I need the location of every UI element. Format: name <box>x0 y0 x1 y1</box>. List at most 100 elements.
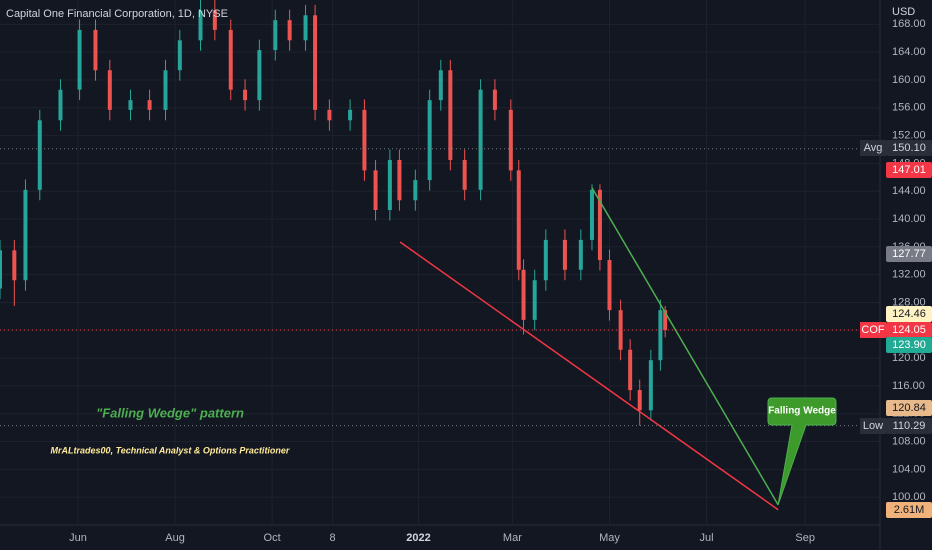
candle-body <box>0 250 2 289</box>
candle-body <box>327 109 332 121</box>
callout-label: Falling Wedge <box>768 406 836 417</box>
candle-body <box>163 70 168 110</box>
grid <box>0 0 880 525</box>
candle-body <box>257 50 262 101</box>
y-tick-label: 168.00 <box>892 18 926 30</box>
price-badge <box>886 400 932 416</box>
y-tick-label: 164.00 <box>892 46 926 58</box>
candle-body <box>147 100 152 110</box>
candle-body <box>508 109 513 171</box>
y-tick-label: 140.00 <box>892 213 926 225</box>
price-badge-label: 2.61M <box>894 504 925 516</box>
y-tick-label: 100.00 <box>892 491 926 503</box>
x-tick-label: 2022 <box>406 532 430 544</box>
candle-body <box>532 280 537 320</box>
x-tick-label: Mar <box>503 532 522 544</box>
y-tick-label: 116.00 <box>892 380 925 392</box>
author-label: MrALtrades00, Technical Analyst & Option… <box>51 445 290 455</box>
y-tick-label: 144.00 <box>892 185 926 197</box>
candle-body <box>462 159 467 190</box>
x-tick-label: Aug <box>165 532 185 544</box>
y-tick-label: 108.00 <box>892 435 926 447</box>
callout-box <box>767 397 837 506</box>
candle-body <box>93 29 98 71</box>
candle-body <box>658 310 663 361</box>
candle-body <box>637 390 642 411</box>
y-tick-label: 160.00 <box>892 74 926 86</box>
price-tag: Avg <box>864 142 883 154</box>
candle-body <box>177 40 182 71</box>
price-badge <box>886 337 932 353</box>
price-badge <box>886 502 932 518</box>
candle-body <box>58 89 63 121</box>
x-tick-label: May <box>599 532 620 544</box>
x-tick-label: Jun <box>69 532 87 544</box>
price-badge-label: 120.84 <box>892 402 926 414</box>
candle-body <box>516 170 521 270</box>
price-tag-box <box>860 418 886 434</box>
candle-body <box>243 89 248 101</box>
candle-body <box>438 70 443 101</box>
chart-title: Capital One Financial Corporation, 1D, N… <box>6 8 228 20</box>
price-badge-label: 150.10 <box>892 142 926 154</box>
candle-body <box>648 360 653 411</box>
candle-body <box>303 15 308 41</box>
x-tick-label: Jul <box>700 532 714 544</box>
candle-body <box>478 89 483 190</box>
price-badge <box>886 322 932 338</box>
candle-body <box>373 170 378 210</box>
price-badge-label: 123.90 <box>892 339 926 351</box>
candle-body <box>413 180 418 201</box>
price-tag-box <box>860 322 886 338</box>
y-tick-label: 104.00 <box>892 463 926 475</box>
candle-body <box>492 89 497 110</box>
candle-body <box>607 260 612 311</box>
candle-body <box>387 159 392 210</box>
candle-body <box>273 20 278 51</box>
candle-body <box>228 29 233 90</box>
price-tag: COF <box>861 324 885 336</box>
candle-body <box>128 100 133 110</box>
candle-body <box>212 10 217 30</box>
price-badge <box>886 246 932 262</box>
candle-body <box>107 70 112 110</box>
candle-body <box>521 269 526 320</box>
candle-body <box>198 10 203 41</box>
x-tick-label: Oct <box>264 532 281 544</box>
trendline <box>399 241 779 511</box>
trendline <box>591 187 779 506</box>
candle-body <box>397 159 402 201</box>
currency: USD <box>892 6 915 18</box>
price-badge <box>886 306 932 322</box>
candle-body <box>37 120 42 190</box>
y-tick-label: 156.00 <box>892 102 926 114</box>
price-tag: Low <box>863 420 883 432</box>
pattern-label: "Falling Wedge" pattern <box>96 405 244 420</box>
y-tick-label: 152.00 <box>892 130 926 142</box>
price-badge <box>886 140 932 156</box>
price-badge-label: 110.29 <box>893 420 926 432</box>
candle-body <box>313 15 318 110</box>
y-tick-label: 120.00 <box>892 352 926 364</box>
price-axis: 100.00104.00108.00112.00116.00120.00124.… <box>69 18 932 544</box>
candle-body <box>578 239 583 270</box>
price-tag-box <box>860 140 886 156</box>
price-badge <box>886 162 932 178</box>
candle-body <box>628 349 633 391</box>
price-badge <box>886 418 932 434</box>
candle-body <box>287 20 292 41</box>
candle-body <box>23 189 28 281</box>
price-badge-label: 124.05 <box>892 324 926 336</box>
candle-body <box>562 239 567 270</box>
candle-body <box>12 250 17 281</box>
candle-body <box>348 109 353 121</box>
candle-body <box>362 109 367 171</box>
marks <box>0 0 880 511</box>
candle-body <box>663 310 668 330</box>
price-badge-label: 147.01 <box>892 164 926 176</box>
x-tick-label: 8 <box>330 532 336 544</box>
x-tick-label: Sep <box>795 532 815 544</box>
candle-body <box>597 189 602 261</box>
